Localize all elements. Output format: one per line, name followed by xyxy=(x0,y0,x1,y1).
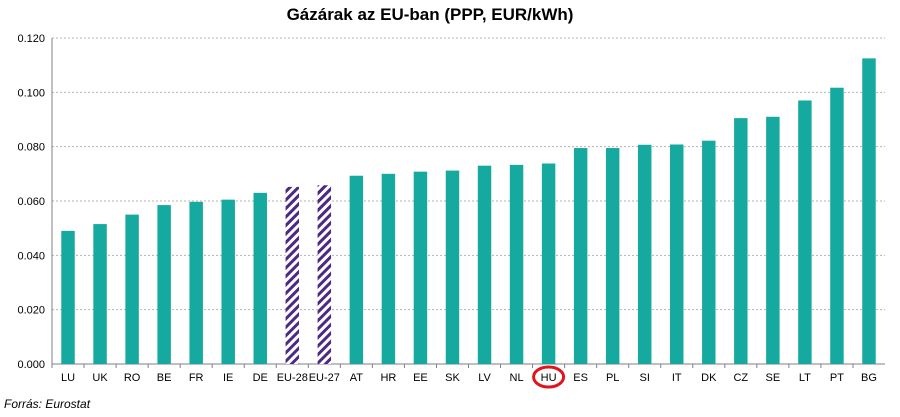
x-tick-label: SK xyxy=(445,372,460,384)
bar-ro xyxy=(125,214,139,364)
x-tick-label: HU xyxy=(541,372,557,384)
x-tick-label: FR xyxy=(189,372,204,384)
x-tick-label: EU-27 xyxy=(309,372,340,384)
x-tick-label: HR xyxy=(380,372,396,384)
x-tick-label: DE xyxy=(253,372,268,384)
x-tick-label: BE xyxy=(157,372,172,384)
x-tick-label: DK xyxy=(701,372,717,384)
bar-dk xyxy=(702,140,716,364)
y-tick-label: 0.020 xyxy=(17,305,45,317)
y-tick-label: 0.100 xyxy=(17,87,45,99)
x-tick-label: BG xyxy=(861,372,877,384)
gridlines xyxy=(51,37,885,365)
x-tick-label: RO xyxy=(124,372,141,384)
x-tick-label: EU-28 xyxy=(277,372,308,384)
x-tick-label: LV xyxy=(478,372,491,384)
x-tick-label: IT xyxy=(672,372,682,384)
y-tick-label: 0.000 xyxy=(17,359,45,371)
bar-at xyxy=(349,175,364,364)
bar-eu-28 xyxy=(285,186,300,364)
y-tick-label: 0.080 xyxy=(17,142,45,154)
chart-title: Gázárak az EU-ban (PPP, EUR/kWh) xyxy=(286,5,574,24)
bar-pt xyxy=(830,87,844,364)
bar-lu xyxy=(61,230,75,364)
bar-uk xyxy=(93,224,107,364)
bar-nl xyxy=(509,164,524,364)
bar-eu-27 xyxy=(317,185,332,364)
bar-es xyxy=(573,148,588,364)
x-tick-label: ES xyxy=(573,372,588,384)
x-tick-label: NL xyxy=(510,372,524,384)
bar-lv xyxy=(477,165,492,364)
x-tick-label: LU xyxy=(61,372,75,384)
y-tick-label: 0.040 xyxy=(17,250,45,262)
x-tick-label: SI xyxy=(640,372,650,384)
x-tick-label: SE xyxy=(766,372,781,384)
bar-be xyxy=(157,205,171,364)
bar-de xyxy=(253,192,267,364)
bar-cz xyxy=(734,118,748,365)
bar-hr xyxy=(381,173,396,364)
x-tick-label: UK xyxy=(92,372,108,384)
source-note: Forrás: Eurostat xyxy=(4,397,91,411)
bar-si xyxy=(637,144,652,364)
bar-se xyxy=(766,116,780,365)
x-tick-label: AT xyxy=(350,372,364,384)
y-tick-label: 0.060 xyxy=(17,196,45,208)
x-tick-label: PT xyxy=(830,372,844,384)
x-tick-label: CZ xyxy=(733,372,748,384)
bar-it xyxy=(670,144,684,364)
bar-sk xyxy=(445,170,460,364)
x-tick-label: PL xyxy=(606,372,619,384)
x-tick-label: IE xyxy=(223,372,233,384)
x-tick-label: EE xyxy=(413,372,428,384)
bar-hu xyxy=(541,163,556,364)
bars xyxy=(61,58,876,365)
bar-pl xyxy=(605,148,620,364)
bar-ie xyxy=(221,199,235,364)
x-tick-label: LT xyxy=(799,372,811,384)
y-axis-ticks: 0.000 0.020 0.040 0.060 0.080 0.100 0.120 xyxy=(17,33,45,371)
bar-lt xyxy=(798,100,812,364)
bar-ee xyxy=(413,171,428,364)
highlight-circle xyxy=(532,365,566,389)
x-axis-ticks: LU UK RO BE FR IE DE EU-28 EU-27 AT HR EE SK LV NL HU ES… xyxy=(51,364,877,384)
bar-fr xyxy=(189,201,203,364)
y-tick-label: 0.120 xyxy=(17,33,45,45)
annotations xyxy=(532,365,566,389)
bar-bg xyxy=(862,58,876,364)
